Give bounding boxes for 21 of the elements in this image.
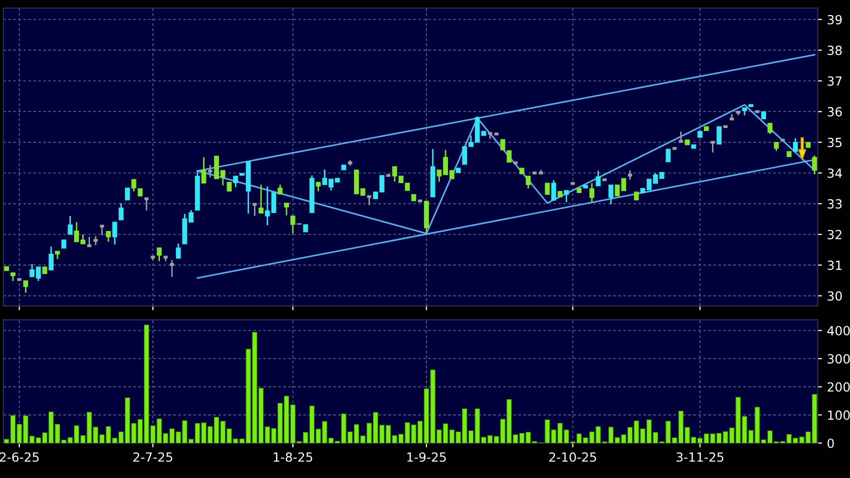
y-tick-label: 38 — [828, 46, 842, 56]
x-tick-label: 2-10-25 — [549, 452, 596, 462]
y-tick-label: 30 — [828, 291, 842, 301]
x-tick-label: 2-7-25 — [133, 452, 172, 462]
x-tick-label: 2-6-25 — [0, 452, 39, 462]
y-tick-label: 0 — [828, 438, 834, 448]
y-tick-label: 200 — [828, 382, 850, 392]
y-tick-label: 100 — [828, 410, 850, 420]
y-tick-label: 39 — [828, 14, 842, 24]
y-tick-label: 300 — [828, 354, 850, 364]
x-tick-label: 3-11-25 — [676, 452, 724, 462]
y-tick-label: 31 — [828, 260, 842, 270]
y-tick-label: 37 — [828, 76, 842, 86]
y-tick-label: 32 — [828, 230, 842, 240]
y-tick-label: 34 — [828, 168, 842, 178]
y-tick-label: 35 — [828, 138, 842, 148]
y-tick-label: 36 — [828, 107, 842, 117]
x-tick-label: 1-8-25 — [274, 452, 312, 462]
x-tick-label: 1-9-25 — [407, 452, 446, 462]
y-tick-label: 400 — [827, 326, 850, 336]
y-tick-label: 33 — [828, 199, 842, 209]
